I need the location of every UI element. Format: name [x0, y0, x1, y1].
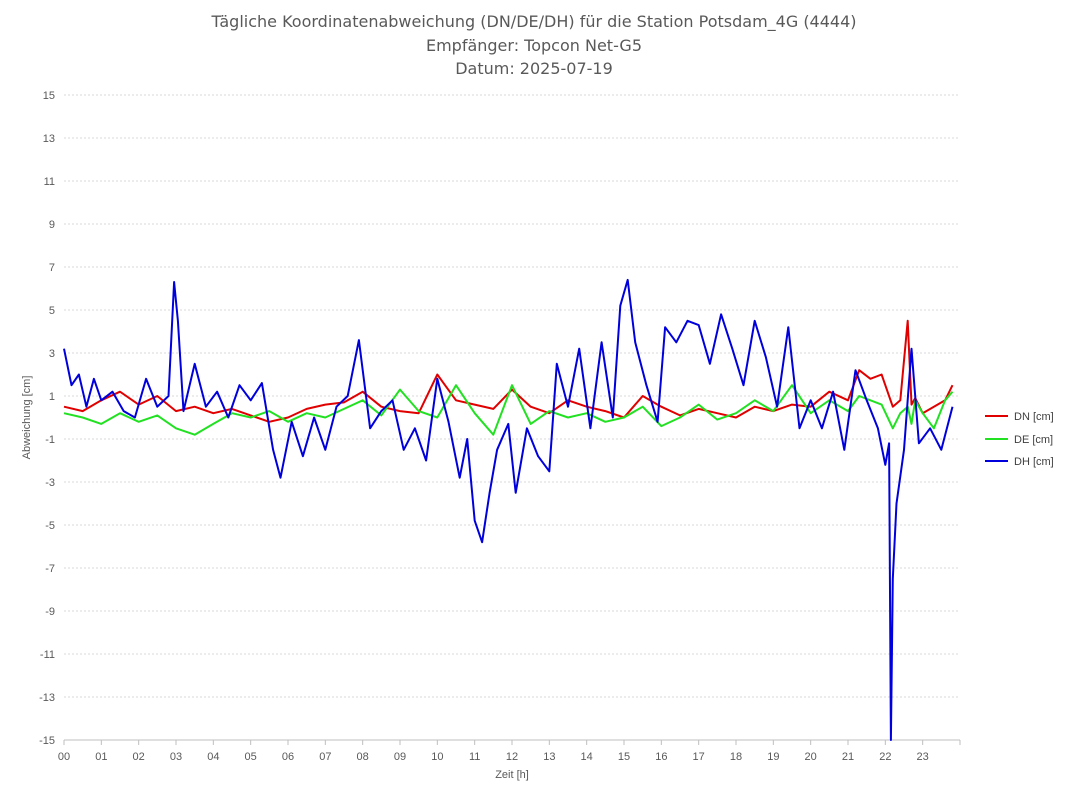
x-tick-label: 02 [133, 751, 145, 763]
x-tick-label: 10 [431, 751, 443, 763]
series-line-dh [63, 278, 954, 741]
y-tick-label: -3 [45, 477, 55, 489]
x-tick-label: 08 [357, 751, 369, 763]
x-tick-label: 21 [842, 751, 854, 763]
y-tick-label: -9 [45, 606, 55, 618]
x-tick-label: 19 [767, 751, 779, 763]
x-tick-label: 00 [58, 751, 70, 763]
x-tick-label: 16 [655, 751, 667, 763]
y-axis-title: Abweichung [cm] [21, 376, 33, 460]
x-tick-label: 05 [245, 751, 257, 763]
x-axis-title: Zeit [h] [495, 769, 529, 781]
y-tick-label: 1 [49, 391, 55, 403]
chart-title: Tägliche Koordinatenabweichung (DN/DE/DH… [211, 12, 857, 31]
x-tick-label: 01 [95, 751, 107, 763]
series-line-de [63, 384, 954, 436]
x-tick-label: 20 [805, 751, 817, 763]
x-tick-label: 14 [581, 751, 593, 763]
y-tick-label: 3 [49, 348, 55, 360]
x-tick-label: 11 [469, 751, 480, 763]
y-tick-label: 15 [43, 90, 55, 102]
y-tick-label: 11 [44, 176, 55, 188]
y-tick-label: -13 [39, 692, 55, 704]
x-tick-label: 04 [207, 751, 219, 763]
y-tick-label: -11 [40, 649, 55, 661]
y-tick-label: -5 [45, 520, 55, 532]
y-tick-label: -1 [45, 434, 55, 446]
y-tick-label: -15 [39, 735, 55, 747]
y-tick-label: 5 [49, 305, 55, 317]
x-tick-label: 23 [917, 751, 929, 763]
x-tick-label: 03 [170, 751, 182, 763]
x-tick-label: 06 [282, 751, 294, 763]
x-tick-label: 22 [879, 751, 891, 763]
legend-entry: DH [cm] [1014, 456, 1054, 468]
y-tick-label: -7 [45, 563, 55, 575]
x-tick-label: 15 [618, 751, 630, 763]
y-tick-label: 13 [43, 133, 55, 145]
y-tick-label: 9 [49, 219, 55, 231]
x-tick-label: 07 [319, 751, 331, 763]
y-tick-label: 7 [49, 262, 55, 274]
chart-subtitle-date: Datum: 2025-07-19 [455, 59, 613, 78]
x-tick-label: 09 [394, 751, 406, 763]
x-tick-label: 17 [693, 751, 705, 763]
x-tick-label: 18 [730, 751, 742, 763]
x-tick-label: 12 [506, 751, 518, 763]
chart-subtitle-receiver: Empfänger: Topcon Net-G5 [425, 36, 643, 55]
x-tick-label: 13 [543, 751, 555, 763]
legend-entry: DN [cm] [1014, 411, 1054, 423]
legend-entry: DE [cm] [1014, 434, 1053, 446]
